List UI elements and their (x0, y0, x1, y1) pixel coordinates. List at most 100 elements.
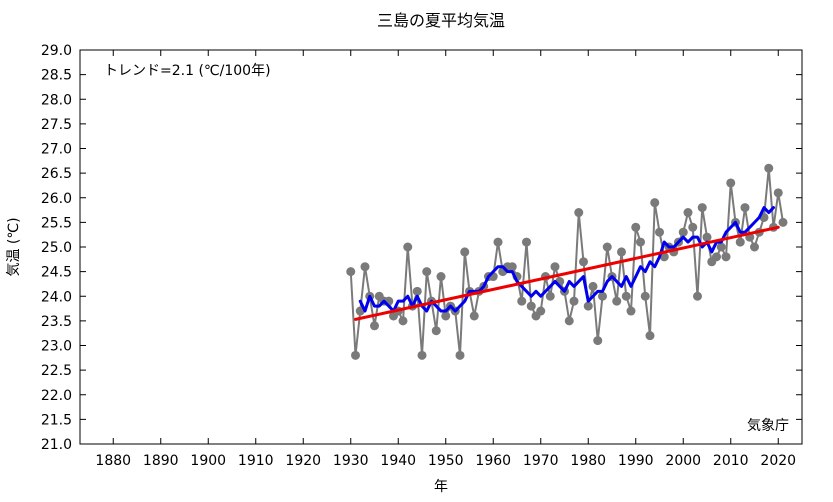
series-line-red-trend (354, 225, 780, 321)
data-point (773, 188, 783, 198)
x-tick-label: 1970 (523, 453, 559, 469)
data-point (436, 272, 446, 282)
series-line-gray-line-markers (349, 167, 784, 357)
data-point (712, 252, 721, 262)
x-tick-label: 1920 (285, 453, 321, 469)
y-axis-label: 気温 (℃) (6, 217, 22, 276)
data-point (403, 242, 413, 252)
data-point (588, 281, 598, 291)
x-tick-label: 2010 (713, 453, 749, 469)
y-tick-label: 28.5 (41, 68, 72, 84)
x-tick-label: 2000 (665, 453, 701, 469)
data-point (645, 331, 655, 341)
data-point (469, 311, 479, 321)
y-tick-label: 21.5 (41, 412, 72, 428)
data-series (346, 163, 788, 360)
x-tick-label: 1890 (143, 453, 179, 469)
data-point (617, 247, 626, 257)
data-point (626, 306, 636, 316)
x-tick-label: 1940 (380, 453, 416, 469)
data-point (550, 262, 560, 272)
data-point (507, 262, 517, 272)
data-point (536, 306, 546, 316)
y-tick-label: 23.5 (41, 314, 72, 330)
data-point (517, 296, 527, 306)
data-point (650, 198, 660, 208)
y-tick-label: 27.5 (41, 117, 72, 133)
data-point (735, 237, 745, 247)
data-point (621, 291, 631, 301)
data-point (716, 242, 726, 252)
x-tick-label: 1900 (190, 453, 226, 469)
data-point (583, 301, 593, 311)
y-tick-label: 28.0 (41, 92, 72, 108)
data-point (636, 237, 645, 247)
data-point (602, 242, 612, 252)
data-point (574, 208, 584, 218)
data-point (659, 252, 669, 262)
data-point (764, 163, 774, 173)
y-tick-label: 22.5 (41, 363, 72, 379)
y-tick-label: 25.5 (41, 215, 72, 231)
data-point (417, 350, 427, 360)
data-point (351, 350, 360, 360)
data-point (431, 326, 441, 336)
data-point (493, 237, 503, 247)
y-tick-label: 24.0 (41, 289, 72, 305)
data-point (564, 316, 574, 326)
y-tick-label: 25.0 (41, 240, 72, 256)
data-point (631, 222, 641, 232)
data-point (360, 262, 370, 272)
y-tick-label: 29.0 (41, 43, 72, 59)
y-tick-label: 24.5 (41, 265, 72, 281)
data-point (726, 178, 736, 188)
y-tick-label: 26.0 (41, 191, 72, 207)
x-tick-label: 1930 (333, 453, 369, 469)
data-point (612, 296, 622, 306)
data-point (526, 301, 536, 311)
data-point (370, 321, 379, 331)
data-point (740, 203, 750, 213)
data-point (683, 208, 693, 218)
data-point (750, 242, 759, 252)
data-point (778, 217, 788, 227)
y-tick-label: 22.0 (41, 388, 72, 404)
data-point (569, 296, 579, 306)
data-point (721, 252, 731, 262)
x-tick-label: 1950 (428, 453, 464, 469)
data-point (688, 222, 698, 232)
data-point (640, 291, 650, 301)
trend-annotation: トレンド=2.1 (℃/100年) (104, 63, 271, 79)
data-point (655, 227, 664, 237)
x-tick-label: 2020 (760, 453, 796, 469)
data-point (441, 311, 451, 321)
x-axis-label: 年 (434, 479, 448, 495)
data-point (522, 237, 531, 247)
x-tick-label: 1990 (618, 453, 654, 469)
y-tick-label: 21.0 (41, 437, 72, 453)
data-point (593, 336, 603, 346)
data-point (678, 227, 688, 237)
y-tick-label: 26.5 (41, 166, 72, 182)
y-tick-label: 23.0 (41, 339, 72, 355)
source-label: 気象庁 (747, 418, 789, 434)
axis-ticks: 21.0 21.5 22.0 22.5 23.0 23.5 24.0 24.5 25.0 25.5… (41, 43, 802, 469)
data-point (455, 350, 465, 360)
x-tick-label: 1980 (570, 453, 606, 469)
data-point (412, 286, 422, 296)
data-point (398, 316, 408, 326)
data-point (460, 247, 470, 257)
data-point (579, 257, 588, 267)
x-tick-label: 1880 (95, 453, 131, 469)
data-point (422, 267, 432, 277)
y-tick-label: 27.0 (41, 142, 72, 158)
x-tick-label: 1960 (475, 453, 511, 469)
data-point (693, 291, 702, 301)
data-point (697, 203, 707, 213)
chart-title: 三島の夏平均気温 (377, 11, 505, 30)
x-tick-label: 1910 (238, 453, 274, 469)
data-point (598, 291, 607, 301)
data-point (545, 291, 555, 301)
